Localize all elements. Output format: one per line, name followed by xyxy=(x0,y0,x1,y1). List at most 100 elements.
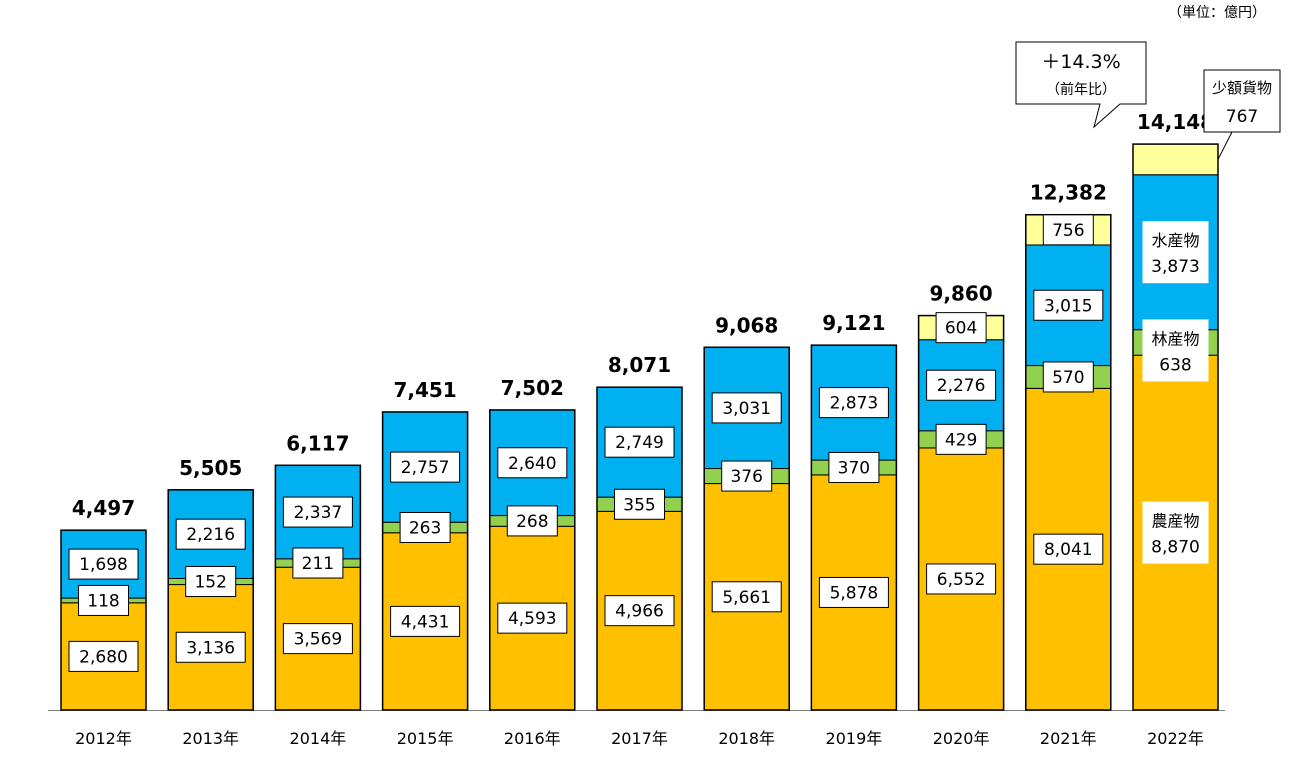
segment-label-1-7-box xyxy=(828,451,880,483)
segment-label-0-4-text: 4,593 xyxy=(508,609,557,629)
segment-label-1-6-text: 376 xyxy=(730,467,762,487)
segment-label-2-0-text: 1,698 xyxy=(79,555,128,575)
segment-label-1-1-box xyxy=(185,566,237,598)
segment-label-1-4: 268 xyxy=(506,505,558,537)
segment-label-0-8-text: 6,552 xyxy=(937,570,986,590)
segment-label-1-9: 570 xyxy=(1042,361,1094,393)
segment-label-2-9-box xyxy=(1033,289,1104,321)
callout-leader-line xyxy=(1217,131,1233,160)
callout-value-text: 767 xyxy=(1226,107,1258,127)
segment-label-2-0: 1,698 xyxy=(68,548,139,580)
segment-label-1-5-text: 355 xyxy=(623,495,655,515)
segment-label-3-9-box xyxy=(1042,214,1094,246)
segment-label-2-5-box xyxy=(604,426,675,458)
bar-outline-7 xyxy=(810,344,898,711)
segment-label-0-4-box xyxy=(497,602,568,634)
x-tick-label: 2018年 xyxy=(718,729,775,748)
total-label: 7,451 xyxy=(393,378,456,402)
segment-value-text: 8,870 xyxy=(1151,538,1200,558)
total-label: 7,502 xyxy=(501,376,564,400)
x-tick-label: 2013年 xyxy=(182,729,239,748)
segment-label-0-9-text: 8,041 xyxy=(1044,540,1093,560)
segment-label-2-5-text: 2,749 xyxy=(615,433,664,453)
segment-label-2-3: 2,757 xyxy=(390,451,461,483)
segment-label-1-0: 118 xyxy=(78,584,129,616)
segment-label-2-1-box xyxy=(175,518,246,550)
segment-label-3-8-box xyxy=(935,312,987,344)
segment-label-2-8-text: 2,276 xyxy=(937,376,986,396)
segment-label-1-2-box xyxy=(292,547,344,579)
segment-label-box xyxy=(1142,319,1209,382)
segment-label-2-2-text: 2,337 xyxy=(294,503,343,523)
segment-label-0-1-text: 3,136 xyxy=(186,638,235,658)
bar-outline-3 xyxy=(381,411,469,711)
segment-label-2-2-box xyxy=(282,496,353,528)
total-label: 4,497 xyxy=(72,496,135,520)
segment-label-3-8-text: 604 xyxy=(945,319,977,339)
growth-note-text: （前年比） xyxy=(1046,81,1116,98)
bar-outline-2 xyxy=(274,464,362,711)
x-tick-label: 2016年 xyxy=(504,729,561,748)
x-tick-label: 2020年 xyxy=(933,729,990,748)
segment-label-1-2-text: 211 xyxy=(302,554,334,574)
segment-label-2-7-box xyxy=(818,387,889,419)
segment-label-0-3: 4,431 xyxy=(390,605,461,637)
segment-label-1-3-text: 263 xyxy=(409,519,441,539)
segment-label-0-4: 4,593 xyxy=(497,602,568,634)
segment-label-1-4-text: 268 xyxy=(516,512,548,532)
segment-label-3-9: 756 xyxy=(1042,214,1094,246)
segment-label-1-2: 211 xyxy=(292,547,344,579)
segment-label-1-9-text: 570 xyxy=(1052,368,1084,388)
segment-label-2-0-box xyxy=(68,548,139,580)
segment-label-0-5-box xyxy=(604,595,675,627)
segment-label-2-9-text: 3,015 xyxy=(1044,296,1093,316)
segment-label-1-1-text: 152 xyxy=(194,573,226,593)
segment-label-0-8: 6,552 xyxy=(926,563,997,595)
segment-label-2-10: 水産物 3,873 xyxy=(1142,221,1209,284)
segment-label-1-7: 370 xyxy=(828,451,880,483)
segment-label-0-5: 4,966 xyxy=(604,595,675,627)
bar-outline-0 xyxy=(60,529,147,711)
total-label: 6,117 xyxy=(286,431,349,455)
segment-label-0-7: 5,878 xyxy=(818,576,889,608)
segment-label-1-0-box xyxy=(78,584,129,616)
segment-label-1-3-box xyxy=(399,512,451,543)
segment-label-0-0: 2,680 xyxy=(68,640,139,672)
growth-callout: ＋14.3% （前年比） xyxy=(1015,41,1147,129)
segment-label-1-6: 376 xyxy=(721,460,773,492)
segment-label-2-3-box xyxy=(390,451,461,483)
segment-label-0-1-box xyxy=(175,631,246,663)
segment-label-0-7-text: 5,878 xyxy=(830,583,879,603)
segment-label-1-8: 429 xyxy=(935,423,987,455)
bar-outline-1 xyxy=(167,489,254,711)
segment-label-0-9: 8,041 xyxy=(1033,533,1104,565)
segment-label-3-8: 604 xyxy=(935,312,987,344)
x-tick-label: 2015年 xyxy=(397,729,454,748)
segment-label-1-5: 355 xyxy=(614,488,665,520)
segment-label-0-10: 農産物 8,870 xyxy=(1142,501,1209,564)
segment-label-0-5-text: 4,966 xyxy=(615,602,664,622)
segment-label-1-9-box xyxy=(1042,361,1094,393)
callout-box xyxy=(1203,69,1281,133)
bar-outline-10 xyxy=(1132,143,1219,711)
segment-label-2-8: 2,276 xyxy=(926,369,997,401)
total-label: 12,382 xyxy=(1030,181,1107,205)
segment-label-2-2: 2,337 xyxy=(282,496,353,528)
segment-label-2-7-text: 2,873 xyxy=(830,394,879,414)
segment-label-0-8-box xyxy=(926,563,997,595)
segment-label-2-4-text: 2,640 xyxy=(508,454,557,474)
segment-label-0-0-box xyxy=(68,640,139,672)
segment-label-1-4-box xyxy=(506,505,558,537)
small-cargo-callout: 少額貨物 767 xyxy=(1203,69,1281,160)
segment-label-1-6-box xyxy=(721,460,773,492)
growth-percent-text: ＋14.3% xyxy=(1041,51,1120,73)
bar-outline-5 xyxy=(596,386,683,711)
segment-label-0-2-text: 3,569 xyxy=(294,630,343,650)
segment-label-0-6-box xyxy=(711,581,782,613)
segment-label-1-3: 263 xyxy=(399,512,451,543)
total-label: 9,121 xyxy=(822,311,885,335)
segment-label-2-4: 2,640 xyxy=(497,447,568,479)
segment-label-2-9: 3,015 xyxy=(1033,289,1104,321)
x-tick-label: 2021年 xyxy=(1040,729,1097,748)
